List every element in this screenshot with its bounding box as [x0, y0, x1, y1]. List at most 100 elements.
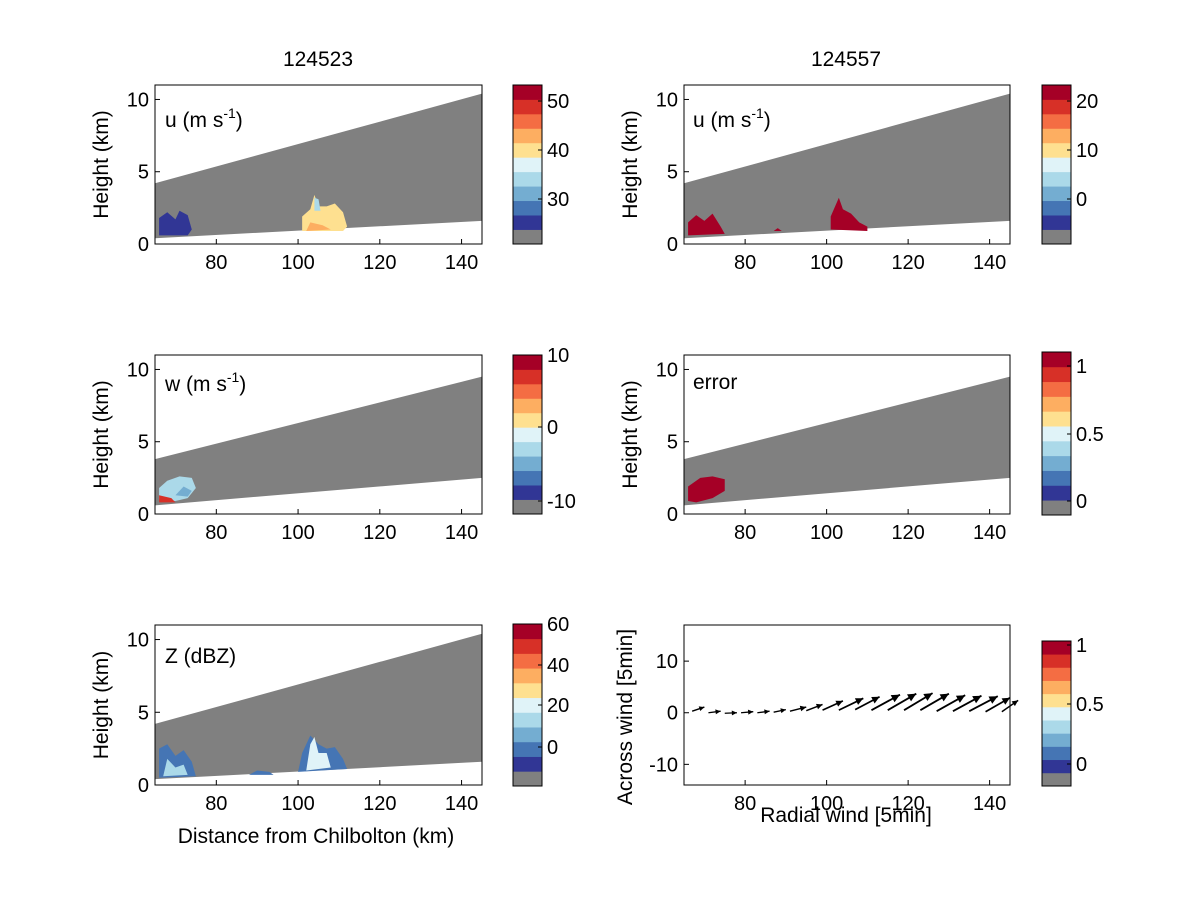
u-left-echo-lightblue: [314, 197, 321, 211]
u-right-annotation: u (m s-1): [693, 105, 771, 132]
error-right-colorbar-bin: [1042, 426, 1071, 442]
z-left-colorbar-tick-label: 40: [547, 655, 569, 677]
z-left-colorbar-bin: [513, 697, 542, 713]
u-left-ytick-label: 5: [138, 162, 149, 184]
error-right-colorbar-bin: [1042, 440, 1071, 457]
w-left-echo-red: [159, 495, 176, 503]
error-right-colorbar-bin: [1042, 500, 1071, 516]
error-right-annotation: error: [693, 371, 737, 394]
u-left-xtick-label: 140: [445, 252, 478, 274]
u-right-colorbar-bin: [1042, 113, 1071, 129]
wind-right-colorbar-bin: [1042, 706, 1071, 721]
wind-right-colorbar-bin: [1042, 667, 1071, 681]
z-left-echo-3: [249, 770, 274, 775]
error-right-colorbar-bin: [1042, 352, 1071, 368]
w-left-axes-frame: [154, 354, 483, 515]
u-left-echo-blue: [159, 210, 192, 236]
wind-vector-head: [747, 709, 754, 715]
z-left-colorbar-bin: [513, 682, 542, 699]
u-left-colorbar-tick-label: 50: [547, 91, 569, 113]
error-right-colorbar-bin: [1042, 396, 1071, 412]
wind-vector-head: [871, 696, 880, 704]
w-left-ytick-label: 10: [127, 359, 149, 381]
u-right-colorbar-bin: [1042, 229, 1071, 245]
u-right-ytick-label: 0: [667, 234, 678, 256]
wind-vector-head: [764, 709, 770, 715]
z-left-ytick-label: 0: [138, 775, 149, 797]
u-right-echo-2: [830, 197, 868, 231]
wind-right-colorbar-tick-label: 0.5: [1076, 694, 1104, 716]
error-right-axes-frame: [683, 354, 1011, 515]
error-right-colorbar-bin: [1042, 411, 1071, 427]
u-left-colorbar-bin: [513, 85, 542, 100]
w-left-annotation: w (m s-1): [164, 369, 246, 396]
w-left-xtick-label: 140: [445, 522, 478, 544]
wind-right-axes-frame: [683, 624, 1011, 786]
u-right-swath: [684, 93, 1010, 239]
wind-right-colorbar-bin: [1042, 733, 1071, 747]
error-right-colorbar-bin: [1042, 485, 1071, 501]
w-left-colorbar-bin: [513, 441, 542, 457]
wind-vector-head: [972, 695, 982, 704]
u-left-ylabel: Height (km): [90, 110, 113, 219]
z-left-colorbar-bin: [513, 668, 542, 684]
u-right-xtick-label: 120: [891, 252, 924, 274]
wind-right-xlabel: Radial wind [5min]: [760, 804, 932, 827]
wind-vector-head: [939, 693, 949, 702]
error-right-colorbar-tick-label: 0: [1076, 491, 1087, 513]
wind-vector-head: [799, 705, 807, 712]
wind-right-colorbar-bin: [1042, 654, 1071, 668]
wind-vector-head: [698, 706, 705, 712]
w-left-colorbar-bin: [513, 383, 542, 399]
u-left-annotation: u (m s-1): [165, 105, 243, 132]
wind-right-ytick-label: 0: [667, 703, 678, 725]
error-right-colorbar-tick-label: 0.5: [1076, 424, 1104, 446]
w-left-xtick-label: 80: [205, 522, 227, 544]
wind-vector-head: [890, 694, 900, 703]
z-left-ytick-label: 5: [138, 702, 149, 724]
z-left-swath: [155, 633, 482, 780]
wind-right-colorbar-tick-label: 0: [1076, 754, 1087, 776]
right-column-title: 124557: [811, 48, 881, 71]
wind-right-ytick-label: -10: [649, 754, 678, 776]
error-right-ytick-label: 5: [667, 432, 678, 454]
w-left-colorbar-bin: [513, 412, 542, 428]
z-left-colorbar-bin: [513, 638, 542, 654]
w-left-xtick-label: 120: [363, 522, 396, 544]
wind-right-colorbar-bin: [1042, 680, 1071, 695]
u-right-colorbar-bin: [1042, 85, 1071, 100]
u-left-axes-frame: [154, 84, 483, 245]
error-right-xtick-label: 100: [810, 522, 843, 544]
w-left-colorbar-bin: [513, 398, 542, 414]
wind-right-xtick-label: 100: [810, 793, 843, 815]
w-left-colorbar-bin: [513, 427, 542, 443]
wind-vector-head: [835, 700, 843, 707]
wind-right-colorbar-bin: [1042, 693, 1071, 708]
w-left-colorbar-tick-label: 0: [547, 417, 558, 439]
u-left-colorbar-tick-label: 30: [547, 189, 569, 211]
z-left-xlabel: Distance from Chilbolton (km): [178, 825, 455, 848]
u-left-echo-orange: [306, 222, 331, 231]
error-right-swath: [684, 376, 1010, 506]
u-right-echo-3: [773, 228, 782, 231]
z-left-xtick-label: 120: [363, 793, 396, 815]
z-left-axes-frame: [154, 624, 483, 786]
wind-vector-head: [815, 703, 823, 710]
u-right-colorbar-bin: [1042, 142, 1071, 158]
z-left-colorbar-bin: [513, 712, 542, 728]
w-left-colorbar-bin: [513, 499, 542, 515]
error-right-echo: [688, 476, 725, 503]
wind-right-colorbar-tick-label: 1: [1076, 635, 1087, 657]
u-right-colorbar-tick-label: 20: [1076, 91, 1098, 113]
z-left-annotation: Z (dBZ): [165, 645, 236, 668]
w-left-swath: [155, 376, 482, 506]
w-left-ylabel: Height (km): [90, 380, 113, 489]
u-left-colorbar-bin: [513, 200, 542, 216]
wind-right-ytick-label: 10: [656, 651, 678, 673]
u-left-echo-yellow: [302, 194, 348, 231]
z-left-colorbar-bin: [513, 741, 542, 757]
u-left-colorbar-bin: [513, 186, 542, 202]
wind-vector-head: [780, 708, 786, 714]
wind-right-colorbar-bin: [1042, 641, 1071, 655]
wind-right-colorbar-frame: [1041, 640, 1072, 787]
